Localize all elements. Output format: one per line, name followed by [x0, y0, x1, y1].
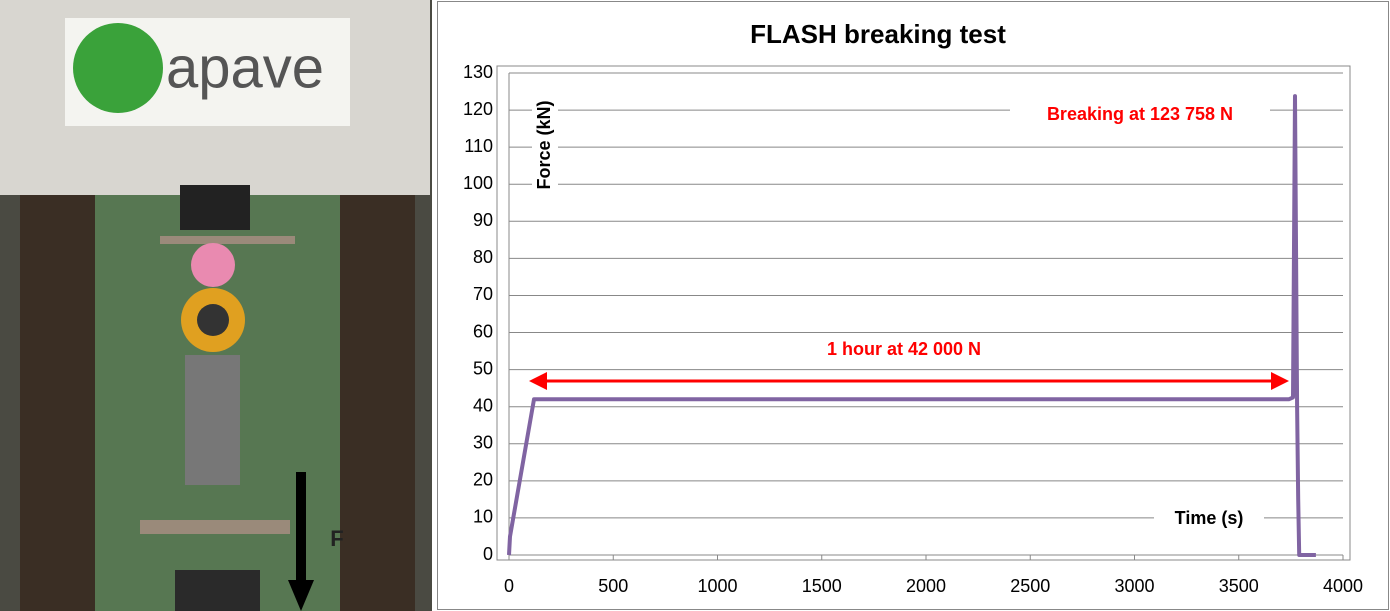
x-tick-label: 3000	[1114, 576, 1154, 596]
x-tick-label: 0	[504, 576, 514, 596]
x-tick-label: 1500	[802, 576, 842, 596]
x-axis-label: Time (s)	[1175, 508, 1244, 528]
photo: apave F	[0, 0, 432, 611]
ring-hole	[197, 304, 229, 336]
chart-title: FLASH breaking test	[750, 19, 1006, 49]
y-axis-label: Force (kN)	[534, 100, 554, 189]
y-tick-label: 30	[473, 433, 493, 453]
force-arrow	[296, 472, 306, 582]
y-tick-label: 50	[473, 358, 493, 378]
x-tick-label: 3500	[1219, 576, 1259, 596]
chart: FLASH breaking test 0 10 20 30 40 50 60 70 80 90 1…	[437, 1, 1389, 610]
x-tick-label: 2000	[906, 576, 946, 596]
pin	[160, 236, 295, 244]
specimen	[185, 355, 240, 485]
pin	[140, 520, 290, 534]
x-tick-label: 1000	[697, 576, 737, 596]
label-bg	[1010, 102, 1270, 128]
force-label: F	[330, 526, 343, 551]
y-tick-label: 80	[473, 247, 493, 267]
label-bg	[779, 337, 1029, 363]
y-tick-label: 130	[463, 62, 493, 82]
y-tick-label: 100	[463, 173, 493, 193]
label-bg	[1154, 506, 1264, 532]
x-tick-label: 4000	[1323, 576, 1363, 596]
y-tick-label: 120	[463, 99, 493, 119]
plot-area	[496, 65, 1351, 561]
y-tick-label: 110	[464, 136, 493, 156]
annotation: Breaking at 123 758 N	[1047, 104, 1233, 124]
column	[340, 180, 415, 611]
y-tick-label: 20	[473, 470, 493, 490]
column	[20, 180, 95, 611]
arrow-head	[1271, 372, 1289, 390]
arrow-head	[529, 372, 547, 390]
force-arrow-head	[288, 580, 314, 611]
grip	[180, 185, 250, 230]
pink-part	[191, 243, 235, 287]
annotation: 1 hour at 42 000 N	[827, 339, 981, 359]
y-tick-label: 90	[473, 210, 493, 230]
y-tick-label: 10	[473, 507, 493, 527]
logo-circle	[73, 23, 163, 113]
data-line	[507, 94, 1316, 557]
y-tick-label: 40	[473, 395, 493, 415]
y-tick-label: 0	[483, 544, 493, 564]
label-bg	[532, 90, 558, 200]
x-tick-label: 2500	[1010, 576, 1050, 596]
x-tick-label: 500	[598, 576, 628, 596]
y-tick-label: 60	[473, 321, 493, 341]
grip	[175, 570, 260, 611]
y-tick-label: 70	[473, 284, 493, 304]
logo-text: apave	[166, 35, 324, 100]
